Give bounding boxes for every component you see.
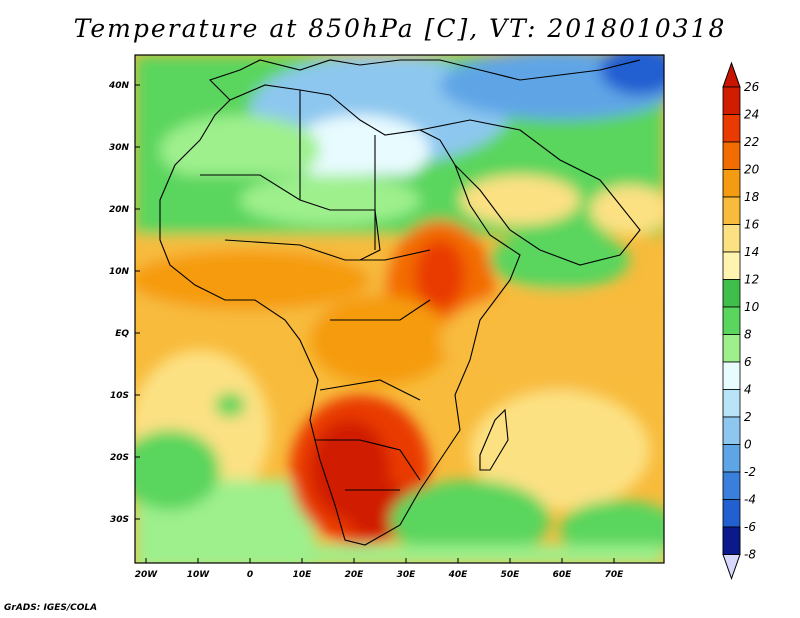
coastlines [159, 59, 641, 546]
colorbar-segment [722, 389, 741, 418]
map-title: Temperature at 850hPa [C], VT: 201801031… [73, 14, 727, 43]
lon-tick-label: 20E [345, 570, 365, 580]
colorbar-segment [722, 86, 741, 115]
colorbar-label: 2 [744, 410, 752, 424]
colorbar-label: -4 [744, 493, 756, 507]
colorbar-segment [722, 279, 741, 308]
colorbar-segment [722, 224, 741, 253]
lat-tick-label: 20N [109, 205, 130, 215]
lon-tick-label: 0 [247, 570, 253, 580]
map-frame [134, 54, 665, 564]
lat-tick-label: 30S [110, 515, 129, 525]
colorbar-segment [722, 196, 741, 225]
colorbar-segment [722, 526, 741, 555]
colorbar-label: 0 [744, 438, 752, 452]
latitude-axis: 40N 30N 20N 10N EQ 10S 20S 30S [108, 81, 140, 525]
colorbar-label: 20 [744, 163, 760, 177]
lat-tick-label: 30N [109, 143, 130, 153]
colorbar-segment [722, 114, 741, 143]
colorbar-label: -2 [744, 465, 756, 479]
lon-tick-label: 30E [397, 570, 417, 580]
lat-tick-label: 20S [110, 453, 129, 463]
colorbar-label: 4 [744, 383, 752, 397]
colorbar-label: -8 [744, 548, 756, 562]
lon-tick-label: 20W [135, 570, 159, 580]
colorbar-label: -6 [744, 520, 756, 534]
colorbar-segment [722, 471, 741, 500]
colorbar-segment [722, 444, 741, 473]
lat-tick-label: 10N [109, 267, 130, 277]
colorbar-segment [722, 251, 741, 280]
colorbar-label: 10 [744, 300, 760, 314]
lon-tick-label: 70E [605, 570, 625, 580]
longitude-axis: 20W 10W 0 10E 20E 30E 40E 50E 60E 70E [135, 558, 624, 580]
lon-tick-label: 60E [553, 570, 573, 580]
colorbar-label: 26 [744, 80, 760, 94]
colorbar-label: 16 [744, 218, 760, 232]
colorbar-segment [722, 499, 741, 528]
lon-tick-label: 10E [293, 570, 313, 580]
temperature-field [135, 55, 664, 563]
colorbar-label: 14 [744, 245, 759, 259]
lon-tick-label: 50E [501, 570, 521, 580]
colorbar-label: 12 [744, 273, 759, 287]
lat-tick-label: EQ [115, 329, 129, 339]
colorbar-label: 22 [744, 135, 759, 149]
colorbar-bottom-arrow [722, 554, 741, 580]
colorbar-top-arrow [722, 61, 741, 88]
colorbar-segment [722, 306, 741, 335]
colorbar-label: 8 [744, 328, 752, 342]
colorbar-segment [722, 141, 741, 170]
colorbar-label: 6 [744, 355, 752, 369]
lon-tick-label: 40E [448, 570, 469, 580]
colorbar-segment [722, 361, 741, 390]
colorbar-segment [722, 416, 741, 445]
lon-tick-label: 10W [187, 570, 211, 580]
colorbar-segment [722, 334, 741, 363]
colorbar-segment [722, 169, 741, 198]
colorbar-label: 18 [744, 190, 760, 204]
lat-tick-label: 40N [108, 81, 130, 91]
colorbar-label: 24 [744, 108, 759, 122]
lat-tick-label: 10S [110, 391, 129, 401]
credit-text: GrADS: IGES/COLA [4, 603, 98, 613]
